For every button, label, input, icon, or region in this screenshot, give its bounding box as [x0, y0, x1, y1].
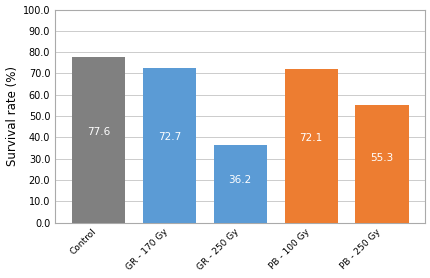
Bar: [142, 68, 196, 222]
Text: 55.3: 55.3: [369, 153, 393, 163]
Bar: [72, 57, 125, 222]
Text: 72.7: 72.7: [157, 132, 181, 142]
Text: 36.2: 36.2: [228, 175, 251, 185]
Bar: [213, 145, 266, 222]
Y-axis label: Survival rate (%): Survival rate (%): [6, 66, 18, 166]
Text: 72.1: 72.1: [299, 133, 322, 143]
Bar: [355, 105, 408, 222]
Bar: [284, 69, 337, 222]
Text: 77.6: 77.6: [87, 126, 110, 136]
